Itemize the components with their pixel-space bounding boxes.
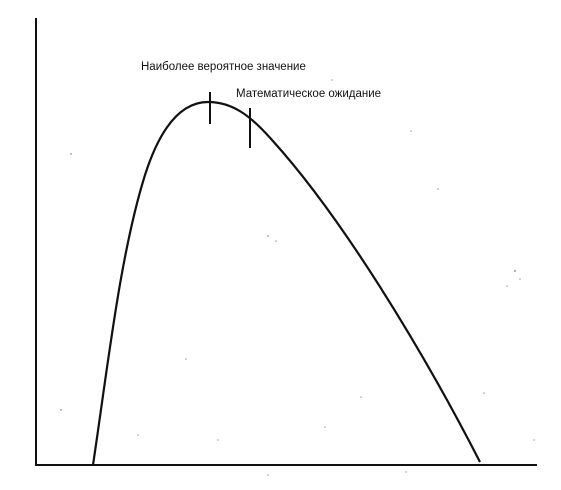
scan-noise (60, 79, 535, 476)
mean-label: Математическое ожидание (236, 88, 381, 100)
mode-label: Наиболее вероятное значение (141, 61, 306, 73)
distribution-curve (91, 100, 481, 466)
